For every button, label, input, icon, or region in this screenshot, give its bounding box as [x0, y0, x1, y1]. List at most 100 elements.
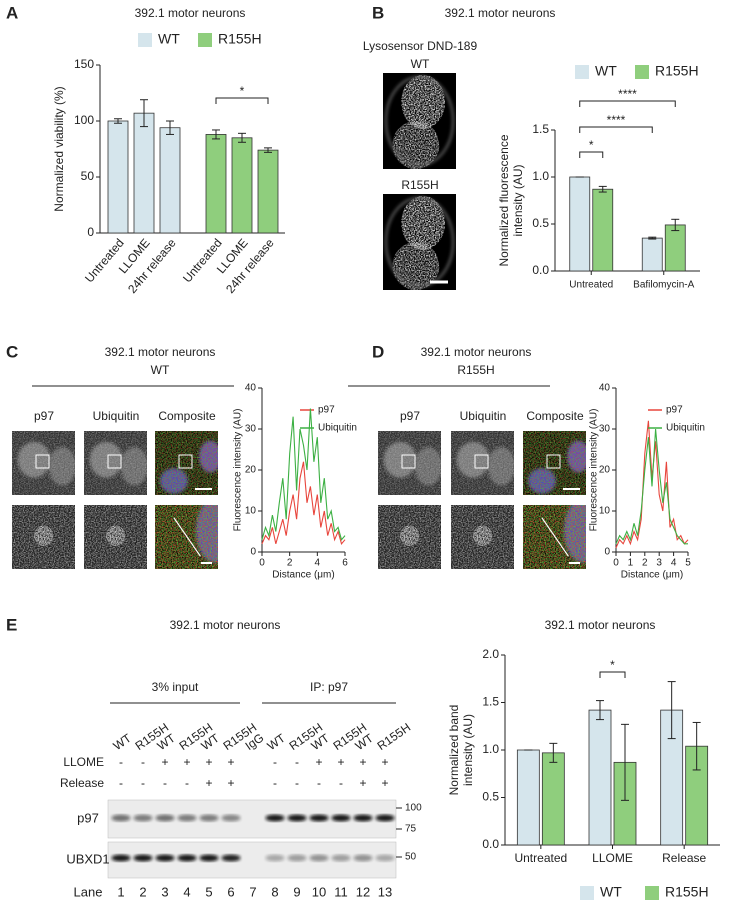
band — [221, 854, 241, 862]
bar — [107, 120, 129, 234]
texture — [451, 431, 514, 495]
roi-box — [546, 454, 561, 469]
x-axis-label: Distance (μm) — [621, 570, 683, 581]
y-axis-label: Normalized band — [447, 705, 461, 796]
micrograph — [451, 505, 514, 569]
panel-letter: A — [6, 3, 18, 22]
error-bar — [648, 236, 657, 240]
texture — [378, 431, 441, 495]
significance-label: * — [240, 84, 245, 98]
condition-sign: + — [337, 755, 344, 769]
band — [111, 854, 131, 862]
legend-label: R155H — [218, 31, 262, 47]
band — [221, 814, 241, 822]
texture — [84, 431, 147, 495]
error-bar — [166, 120, 174, 135]
condition-sign: + — [381, 755, 388, 769]
cell — [392, 242, 440, 290]
legend-swatch — [575, 65, 589, 79]
lane-number: 3 — [161, 884, 168, 899]
panel-title: 392.1 motor neurons — [170, 618, 281, 632]
profile-line — [615, 428, 688, 545]
chart-title: 392.1 motor neurons — [445, 6, 556, 20]
sample-label: WT — [111, 731, 135, 754]
error-bar — [212, 129, 220, 140]
y-tick-label: 10 — [245, 506, 257, 517]
y-tick-label: 150 — [74, 57, 94, 71]
condition-sign: - — [273, 755, 277, 769]
y-tick-label: 0 — [604, 547, 610, 558]
band — [309, 814, 329, 822]
significance-bracket — [215, 97, 269, 104]
condition-sign: - — [339, 776, 343, 790]
genotype-label: R155H — [401, 178, 438, 192]
error-bar — [596, 700, 604, 721]
micrograph — [84, 505, 147, 569]
sample-label: R155H — [375, 720, 414, 753]
micrograph — [383, 194, 456, 290]
y-tick-label: 30 — [599, 424, 611, 435]
marker-label: 75 — [405, 824, 417, 835]
bar — [641, 237, 663, 272]
band — [133, 814, 153, 822]
y-tick-label: 2.0 — [482, 647, 499, 661]
band — [155, 814, 175, 822]
bar — [664, 224, 686, 272]
chart-title: 392.1 motor neurons — [545, 618, 656, 632]
blot — [107, 841, 397, 879]
y-tick-label: 40 — [599, 383, 611, 394]
micrograph — [155, 431, 218, 495]
puncta — [400, 525, 419, 546]
micrograph — [378, 431, 441, 495]
x-tick-label: 6 — [342, 558, 348, 569]
blot-label: UBXD1 — [66, 851, 109, 866]
condition-sign: - — [119, 755, 123, 769]
band — [155, 854, 175, 862]
green-channel — [155, 431, 218, 495]
sample-label: WT — [265, 731, 289, 754]
bar — [541, 752, 565, 846]
panel-letter: E — [6, 615, 17, 634]
y-tick-label: 0.0 — [532, 263, 549, 277]
roi-box — [107, 454, 122, 469]
marker-label: 50 — [405, 852, 417, 863]
y-tick-label: 0.5 — [482, 790, 499, 804]
roi-box — [35, 454, 50, 469]
error-bar — [667, 681, 676, 740]
bar — [588, 709, 612, 846]
lane-number: 1 — [117, 884, 124, 899]
condition-sign: + — [227, 776, 234, 790]
channel-label: p97 — [34, 409, 54, 423]
puncta — [106, 525, 125, 546]
condition-sign: + — [205, 776, 212, 790]
legend-swatch — [645, 886, 659, 900]
bar — [516, 749, 540, 846]
significance-bracket — [579, 126, 653, 133]
cell — [401, 74, 446, 129]
condition-sign: + — [381, 776, 388, 790]
blot-label: p97 — [77, 810, 99, 825]
y-tick-label: 1.0 — [532, 169, 549, 183]
y-tick-label: 10 — [599, 506, 611, 517]
condition-sign: + — [183, 755, 190, 769]
micrograph — [383, 73, 456, 169]
error-bar — [549, 742, 558, 763]
roi-box — [401, 454, 416, 469]
x-tick-label: Untreated — [514, 851, 567, 865]
y-axis-label: Fluorescence intensity (AU) — [589, 409, 600, 532]
y-tick-label: 20 — [599, 465, 611, 476]
y-tick-label: 0 — [250, 547, 256, 558]
condition-sign: + — [161, 755, 168, 769]
condition-sign: - — [295, 755, 299, 769]
band — [177, 814, 197, 822]
y-tick-label: 1.5 — [482, 695, 499, 709]
condition-sign: - — [317, 776, 321, 790]
legend-swatch — [635, 65, 649, 79]
y-tick-label: 0 — [87, 225, 94, 239]
legend-label: Ubiquitin — [666, 423, 705, 434]
condition-sign: - — [273, 776, 277, 790]
significance-label: **** — [607, 113, 626, 127]
genotype-label: WT — [151, 363, 170, 377]
cell — [392, 121, 440, 169]
